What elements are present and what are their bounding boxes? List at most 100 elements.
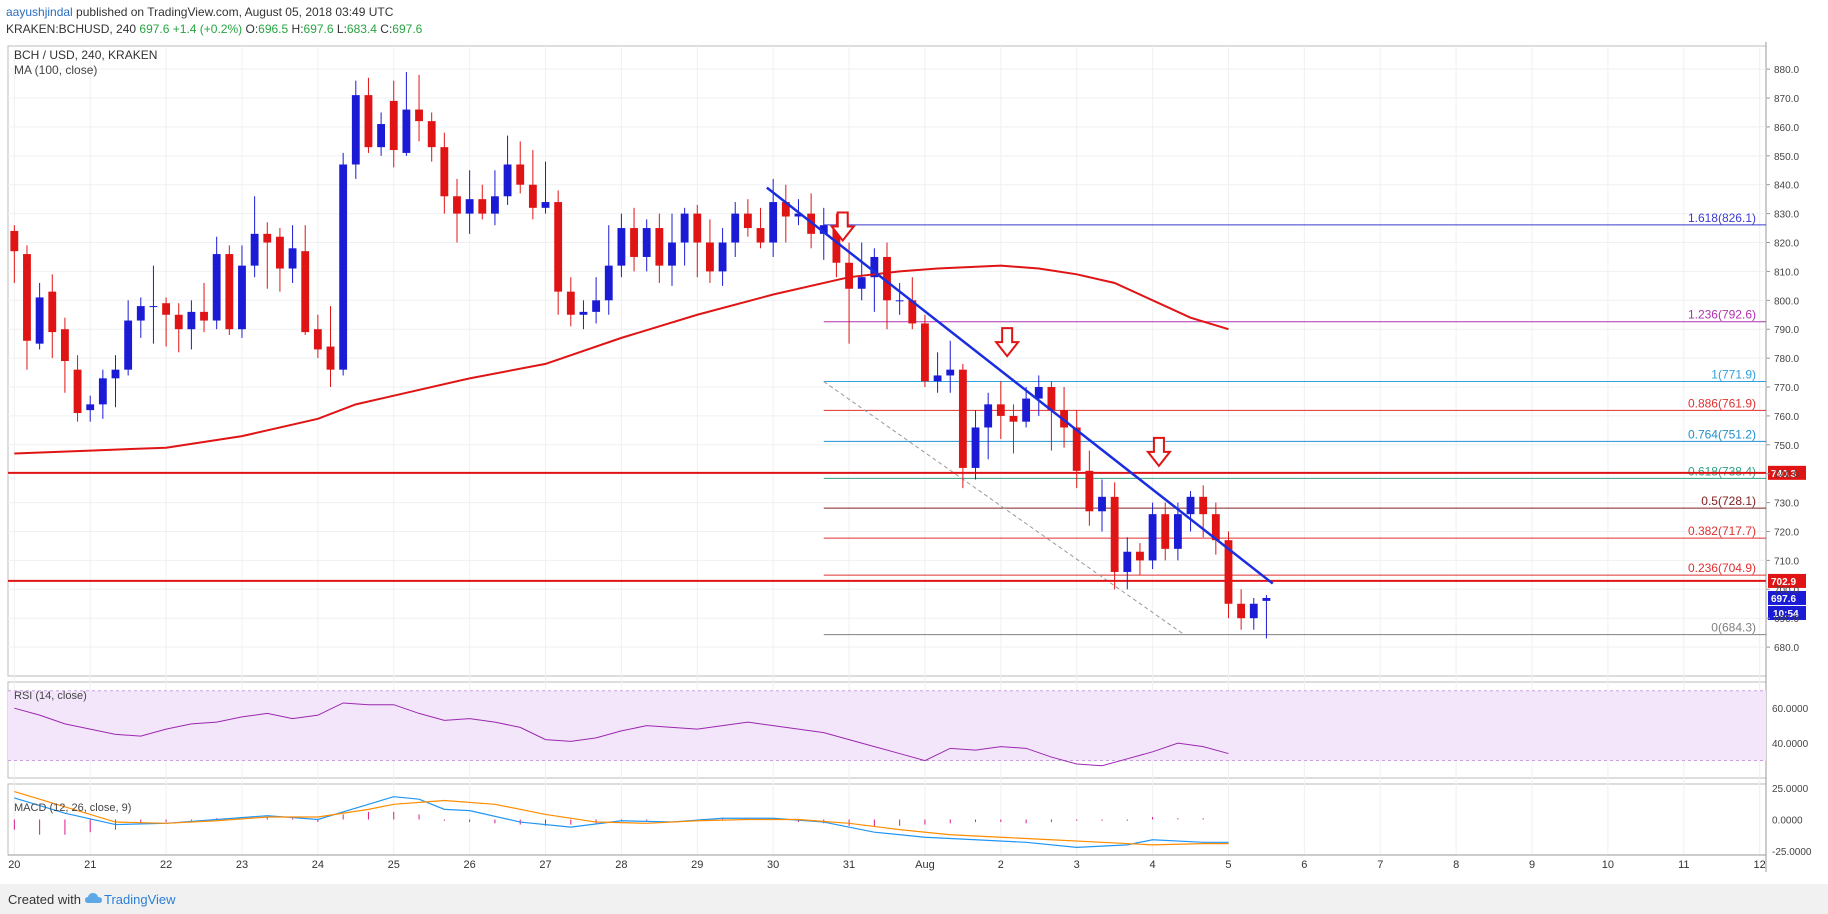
candle-body: [528, 184, 537, 208]
candle-body: [23, 254, 31, 341]
candle-body: [1199, 496, 1208, 515]
fib-level-label: 0.236(704.9): [1688, 561, 1756, 575]
last-price-label: 697.6: [1771, 594, 1796, 605]
price-tick-label: 770.0: [1774, 383, 1799, 394]
time-tick-label: 26: [464, 859, 476, 871]
candle-body: [908, 300, 917, 324]
time-tick-label: 7: [1377, 859, 1383, 871]
price-tick-label: 800.0: [1774, 296, 1799, 307]
macd-series-line: [14, 796, 1229, 848]
candle-body: [263, 233, 272, 243]
countdown-tag: [1768, 605, 1806, 620]
author-link[interactable]: aayushjindal: [6, 5, 73, 19]
candle-body: [680, 213, 689, 243]
fib-level-label: 1.618(826.1): [1688, 211, 1756, 225]
candle-body: [769, 202, 778, 243]
fibonacci-levels: 1.618(826.1) 1.236(792.6) 1(771.9) 0.886(76…: [823, 211, 1766, 636]
time-tick-label: 20: [8, 859, 20, 871]
candle-body: [440, 147, 449, 197]
candle-body: [857, 277, 866, 289]
tradingview-cloud-icon: [85, 893, 102, 903]
candle-body: [478, 199, 487, 214]
time-tick-label: 12: [1754, 859, 1766, 871]
fib-level-label: 0.886(761.9): [1688, 396, 1756, 410]
candle-body: [453, 196, 461, 214]
candle-body: [301, 251, 310, 333]
candle-body: [313, 329, 322, 350]
tradingview-link[interactable]: TradingView: [104, 892, 176, 907]
candle-body: [971, 427, 980, 468]
candle-body: [377, 124, 386, 148]
candlesticks: [10, 72, 1271, 639]
candle-body: [870, 256, 879, 278]
candle-body: [1123, 551, 1132, 572]
candle-body: [491, 196, 499, 214]
candle-body: [276, 236, 284, 269]
chart-area[interactable]: 1.618(826.1) 1.236(792.6) 1(771.9) 0.886(76…: [0, 42, 1828, 884]
fib-level-label: 1.236(792.6): [1688, 308, 1756, 322]
candle-body: [364, 95, 373, 148]
candle-body: [1072, 427, 1081, 471]
candle-body: [668, 242, 676, 266]
candle-body: [946, 369, 955, 376]
high-value: 697.6: [303, 22, 334, 36]
ma100-series-line: [14, 264, 1229, 455]
rsi-band: [8, 690, 1766, 761]
candle-body: [984, 404, 993, 428]
candle-body: [1148, 514, 1157, 561]
fib-level-label: 0.5(728.1): [1701, 494, 1756, 508]
candle-body: [1047, 387, 1056, 411]
bearish-trendline: [766, 186, 1274, 585]
time-tick-label: Aug: [915, 859, 935, 871]
candle-body: [1161, 514, 1170, 549]
price-tick-label: 690.0: [1774, 614, 1799, 625]
fib-level-label: 0(684.3): [1711, 621, 1756, 635]
fib-dashed-line: [823, 381, 1185, 636]
macd-tick-label: 0.0000: [1772, 816, 1803, 827]
fib-level-label: 0.382(717.7): [1688, 524, 1756, 538]
candle-body: [921, 323, 929, 382]
candle-body: [566, 291, 575, 315]
price-tick-label: 710.0: [1774, 556, 1799, 567]
candle-body: [402, 109, 411, 153]
support-price-tag: [1768, 573, 1806, 588]
time-tick-label: 9: [1529, 859, 1535, 871]
price-tick-label: 740.0: [1774, 470, 1799, 481]
candle-body: [415, 109, 423, 122]
fib-level-label: 1(771.9): [1711, 368, 1756, 382]
publish-info: aayushjindal published on TradingView.co…: [6, 5, 393, 19]
price-tick-label: 870.0: [1774, 94, 1799, 105]
price-tick-label: 850.0: [1774, 152, 1799, 163]
price-axis: 680.0 690.0 700.0 710.0 720.0 730.0 740.0 750.0…: [1766, 65, 1799, 654]
candle-body: [326, 346, 335, 370]
time-tick-label: 28: [615, 859, 627, 871]
horizontal-levels: 740.3 702.9 697.6 10:54: [8, 465, 1806, 620]
candle-body: [200, 311, 208, 321]
footer: Created with TradingView: [0, 884, 1828, 914]
candle-body: [1136, 551, 1144, 561]
time-tick-label: 21: [84, 859, 96, 871]
rsi-label: RSI (14, close): [14, 690, 87, 702]
price-tick-label: 860.0: [1774, 123, 1799, 134]
candle-body: [339, 164, 348, 370]
low-label: L:: [336, 22, 347, 36]
time-tick-label: 25: [388, 859, 400, 871]
open-label: O:: [245, 22, 259, 36]
time-tick-label: 23: [236, 859, 248, 871]
candle-body: [1110, 496, 1119, 572]
candle-body: [845, 262, 853, 289]
signal-series-line: [14, 791, 1229, 846]
countdown-label: 10:54: [1773, 609, 1799, 620]
candle-body: [693, 213, 702, 243]
candle-body: [1009, 415, 1018, 422]
candle-body: [1098, 496, 1106, 512]
candle-body: [1034, 387, 1043, 399]
candle-body: [60, 329, 69, 361]
candle-body: [617, 228, 626, 266]
candle-body: [731, 213, 740, 243]
arrow-annotations: [829, 211, 1172, 468]
candle-body: [781, 202, 790, 217]
down-arrow-icon: [1145, 436, 1172, 468]
candle-body: [516, 164, 525, 185]
candle-body: [389, 100, 398, 151]
